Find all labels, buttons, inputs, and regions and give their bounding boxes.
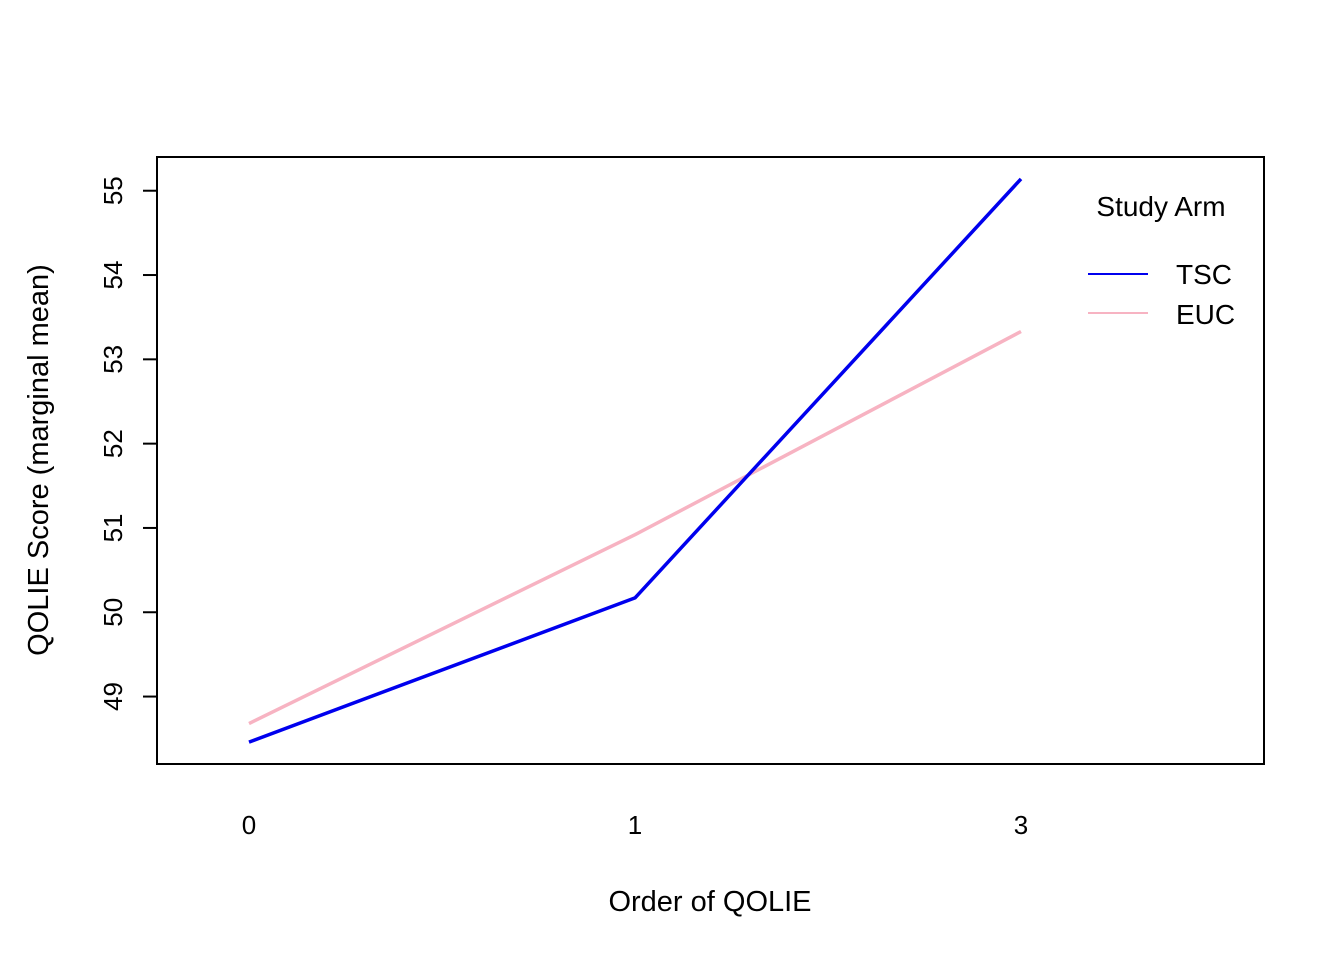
legend-label-euc: EUC — [1176, 299, 1235, 330]
x-tick-label-3: 3 — [1014, 810, 1028, 840]
y-tick-label-50: 50 — [98, 598, 128, 627]
y-tick-label-53: 53 — [98, 345, 128, 374]
y-tick-label-51: 51 — [98, 513, 128, 542]
x-axis: 0 1 3 — [242, 810, 1028, 840]
series-layer — [248, 177, 1023, 744]
y-tick-label-55: 55 — [98, 176, 128, 205]
x-tick-label-1: 1 — [628, 810, 642, 840]
series-line-tsc — [248, 177, 1023, 744]
series-line-euc — [248, 329, 1022, 726]
legend-title: Study Arm — [1096, 191, 1225, 222]
legend: Study Arm TSC EUC — [1088, 191, 1235, 330]
x-axis-title: Order of QOLIE — [608, 886, 811, 918]
y-tick-label-54: 54 — [98, 261, 128, 290]
legend-label-tsc: TSC — [1176, 259, 1232, 290]
plot-frame — [156, 156, 1265, 765]
x-tick-label-0: 0 — [242, 810, 256, 840]
y-axis: 49 50 51 52 53 54 55 — [98, 176, 158, 711]
y-tick-label-52: 52 — [98, 429, 128, 458]
y-tick-label-49: 49 — [98, 682, 128, 711]
y-axis-title: QOLIE Score (marginal mean) — [23, 264, 55, 656]
